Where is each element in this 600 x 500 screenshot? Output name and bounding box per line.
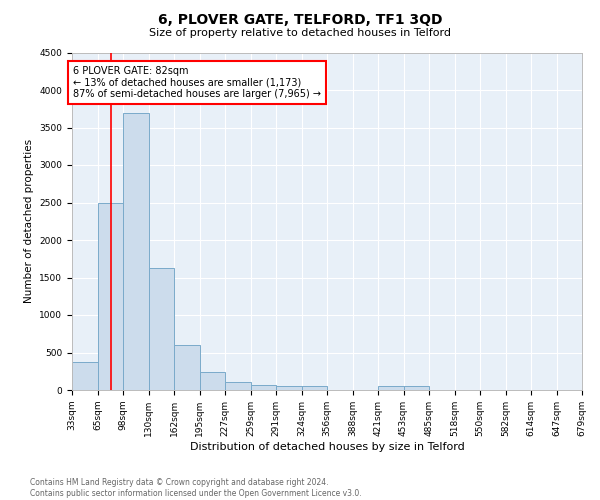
X-axis label: Distribution of detached houses by size in Telford: Distribution of detached houses by size … — [190, 442, 464, 452]
Text: Size of property relative to detached houses in Telford: Size of property relative to detached ho… — [149, 28, 451, 38]
Bar — [72, 362, 97, 390]
Bar — [123, 112, 149, 390]
Bar — [378, 386, 404, 390]
Bar — [302, 386, 327, 390]
Bar — [174, 345, 199, 390]
Bar — [97, 202, 123, 390]
Text: 6 PLOVER GATE: 82sqm
← 13% of detached houses are smaller (1,173)
87% of semi-de: 6 PLOVER GATE: 82sqm ← 13% of detached h… — [73, 66, 321, 99]
Y-axis label: Number of detached properties: Number of detached properties — [24, 139, 34, 304]
Bar — [404, 386, 429, 390]
Bar — [199, 372, 225, 390]
Bar — [225, 382, 251, 390]
Bar — [276, 386, 302, 390]
Text: 6, PLOVER GATE, TELFORD, TF1 3QD: 6, PLOVER GATE, TELFORD, TF1 3QD — [158, 12, 442, 26]
Bar — [251, 385, 276, 390]
Bar — [149, 268, 174, 390]
Text: Contains HM Land Registry data © Crown copyright and database right 2024.
Contai: Contains HM Land Registry data © Crown c… — [30, 478, 362, 498]
